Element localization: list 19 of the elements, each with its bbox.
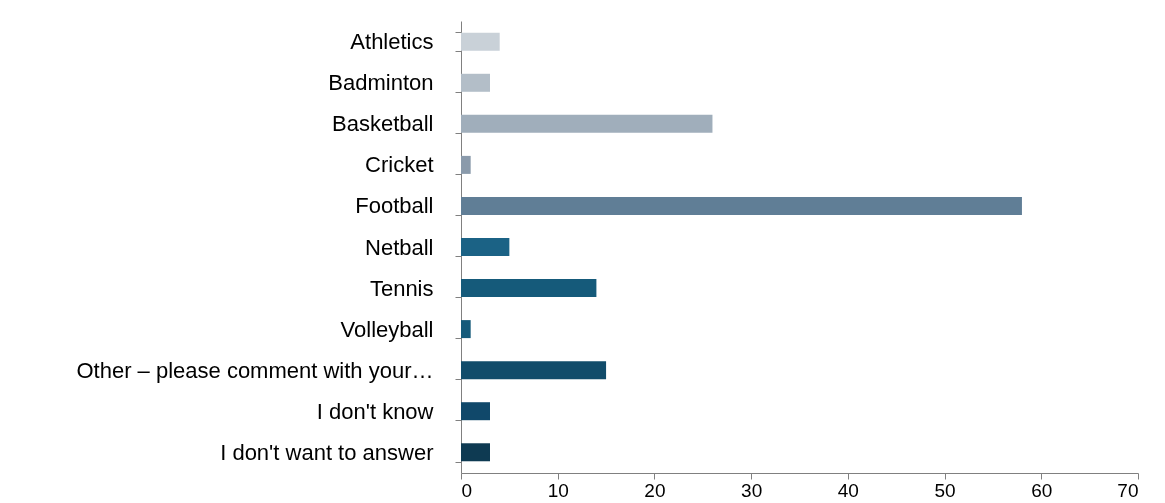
x-tick-label: 60 xyxy=(1031,479,1053,501)
y-tick-label: Athletics xyxy=(350,29,434,55)
y-tick-label: Volleyball xyxy=(340,316,434,342)
y-tick-label: Other – please comment with your… xyxy=(76,357,434,383)
y-tick-label: Badminton xyxy=(328,70,434,96)
x-tick-label: 10 xyxy=(547,479,569,501)
y-tick-label: I don't want to answer xyxy=(220,439,434,465)
x-tick-label: 50 xyxy=(934,479,956,501)
y-tick-label: Basketball xyxy=(331,111,434,137)
x-tick-label: 70 xyxy=(1117,479,1139,501)
x-tick-label: 0 xyxy=(461,479,473,501)
x-tick-label: 20 xyxy=(644,479,666,501)
x-tick-label: 40 xyxy=(837,479,859,501)
y-tick-label: I don't know xyxy=(316,398,434,424)
y-tick-label: Football xyxy=(355,193,434,219)
y-tick-label: Netball xyxy=(365,234,434,260)
y-tick-label: Cricket xyxy=(365,152,434,178)
y-tick-label: Tennis xyxy=(369,275,434,301)
x-tick-label: 30 xyxy=(741,479,763,501)
